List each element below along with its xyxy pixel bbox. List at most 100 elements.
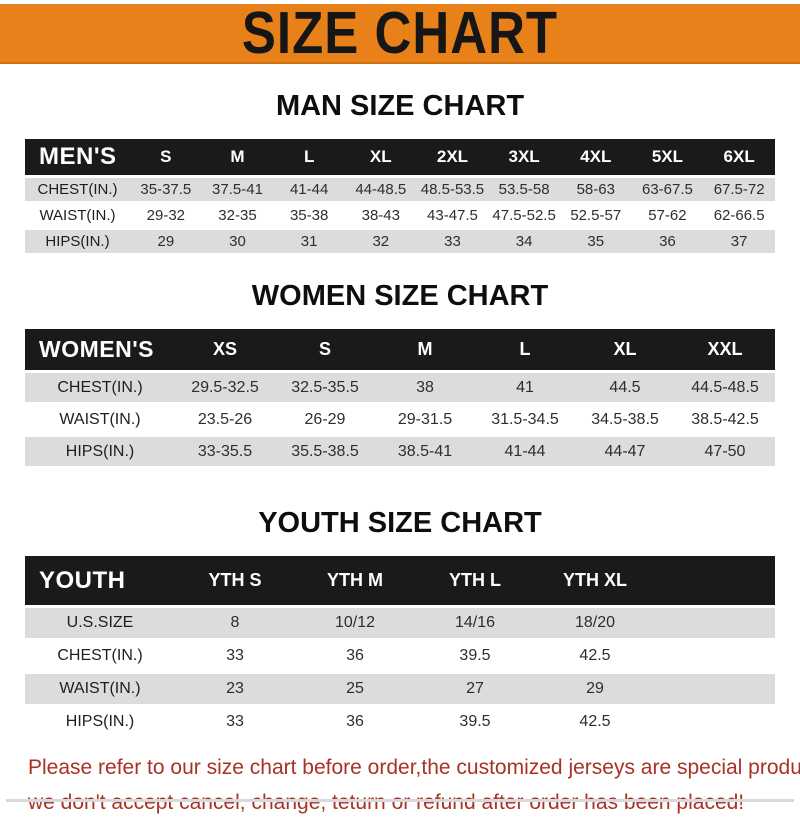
size-value: 27	[415, 674, 535, 704]
size-value: 10/12	[295, 608, 415, 638]
size-value: 36	[295, 641, 415, 671]
table-row: U.S.SIZE 8 10/12 14/16 18/20	[25, 608, 775, 638]
size-value: 42.5	[535, 707, 655, 737]
size-value: 38	[375, 373, 475, 402]
size-value: 35	[559, 230, 632, 253]
footer-notice: Please refer to our size chart before or…	[28, 753, 800, 818]
size-value: 26-29	[275, 405, 375, 434]
table-row: HIPS(IN.) 33 36 39.5 42.5	[25, 707, 775, 737]
size-value: 34	[488, 230, 560, 253]
size-column-header: 5XL	[631, 139, 704, 175]
size-value: 44.5-48.5	[675, 373, 775, 402]
size-value: 31	[273, 230, 345, 253]
men-size-table: MEN'S S M L XL 2XL 3XL 4XL 5XL 6XL CHEST(IN.) 35-37…	[25, 136, 775, 256]
size-chart-banner: SIZE CHART	[0, 0, 800, 66]
size-value: 23	[175, 674, 295, 704]
size-column-header: XXL	[675, 329, 775, 370]
youth-section-heading: YOUTH SIZE CHART	[258, 507, 542, 539]
row-label: HIPS(IN.)	[25, 707, 175, 737]
size-value: 31.5-34.5	[475, 405, 575, 434]
size-value: 29-31.5	[375, 405, 475, 434]
size-value: 32	[344, 230, 417, 253]
size-value: 33	[416, 230, 489, 253]
size-column-header: L	[475, 329, 575, 370]
row-label: HIPS(IN.)	[25, 437, 175, 466]
size-column-header: YTH XL	[535, 556, 655, 605]
size-value: 32-35	[201, 204, 274, 227]
size-value: 38.5-41	[375, 437, 475, 466]
size-value: 33	[175, 707, 295, 737]
size-value: 67.5-72	[703, 178, 775, 201]
size-value: 57-62	[631, 204, 704, 227]
size-column-header: XL	[575, 329, 675, 370]
size-value: 41-44	[273, 178, 345, 201]
size-value: 29.5-32.5	[175, 373, 275, 402]
size-column-header: XL	[344, 139, 417, 175]
size-value: 32.5-35.5	[275, 373, 375, 402]
size-value: 39.5	[415, 707, 535, 737]
row-label: WAIST(IN.)	[25, 405, 175, 434]
size-value: 36	[631, 230, 704, 253]
size-value: 47-50	[675, 437, 775, 466]
filler-cell	[655, 707, 775, 737]
bottom-divider	[6, 799, 794, 802]
size-value: 33	[175, 641, 295, 671]
table-header-row: YOUTH YTH S YTH M YTH L YTH XL	[25, 556, 775, 605]
size-value: 62-66.5	[703, 204, 775, 227]
size-value: 41-44	[475, 437, 575, 466]
size-column-header: S	[275, 329, 375, 370]
size-value: 52.5-57	[559, 204, 632, 227]
size-value: 34.5-38.5	[575, 405, 675, 434]
size-column-header: YTH M	[295, 556, 415, 605]
notice-line-1: Please refer to our size chart before or…	[28, 756, 800, 779]
size-value: 58-63	[559, 178, 632, 201]
size-value: 43-47.5	[416, 204, 489, 227]
table-header-row: WOMEN'S XS S M L XL XXL	[25, 329, 775, 370]
size-column-header: XS	[175, 329, 275, 370]
filler-cell	[655, 556, 775, 605]
table-corner-label: YOUTH	[25, 556, 175, 605]
filler-cell	[655, 608, 775, 638]
notice-line-2: we don't accept cancel, change, teturn o…	[28, 790, 745, 814]
women-section-heading: WOMEN SIZE CHART	[251, 280, 549, 312]
size-value: 29-32	[130, 204, 202, 227]
size-value: 48.5-53.5	[416, 178, 489, 201]
youth-size-table: YOUTH YTH S YTH M YTH L YTH XL U.S.SIZE 8 10/12…	[25, 553, 775, 740]
size-value: 37	[703, 230, 775, 253]
table-row: CHEST(IN.) 29.5-32.5 32.5-35.5 38 41 44.5 44.5…	[25, 373, 775, 402]
size-value: 53.5-58	[488, 178, 560, 201]
size-column-header: YTH L	[415, 556, 535, 605]
table-corner-label: MEN'S	[25, 139, 130, 175]
size-value: 25	[295, 674, 415, 704]
size-column-header: S	[130, 139, 202, 175]
table-corner-label: WOMEN'S	[25, 329, 175, 370]
size-value: 42.5	[535, 641, 655, 671]
size-value: 33-35.5	[175, 437, 275, 466]
row-label: CHEST(IN.)	[25, 178, 130, 201]
filler-cell	[655, 641, 775, 671]
size-value: 44.5	[575, 373, 675, 402]
size-column-header: 6XL	[703, 139, 775, 175]
size-value: 30	[201, 230, 274, 253]
size-value: 8	[175, 608, 295, 638]
size-column-header: YTH S	[175, 556, 295, 605]
row-label: U.S.SIZE	[25, 608, 175, 638]
women-size-table: WOMEN'S XS S M L XL XXL CHEST(IN.) 29.5-32.5 32.5…	[25, 326, 775, 469]
table-row: CHEST(IN.) 35-37.5 37.5-41 41-44 44-48.5 48.5…	[25, 178, 775, 201]
table-row: HIPS(IN.) 33-35.5 35.5-38.5 38.5-41 41-44 44-…	[25, 437, 775, 466]
row-label: CHEST(IN.)	[25, 373, 175, 402]
size-column-header: 3XL	[488, 139, 560, 175]
size-value: 44-47	[575, 437, 675, 466]
table-row: WAIST(IN.) 23 25 27 29	[25, 674, 775, 704]
size-column-header: 4XL	[559, 139, 632, 175]
size-value: 36	[295, 707, 415, 737]
size-value: 35-38	[273, 204, 345, 227]
table-row: WAIST(IN.) 23.5-26 26-29 29-31.5 31.5-34.5 34…	[25, 405, 775, 434]
table-header-row: MEN'S S M L XL 2XL 3XL 4XL 5XL 6XL	[25, 139, 775, 175]
size-value: 29	[130, 230, 202, 253]
size-column-header: 2XL	[416, 139, 489, 175]
size-value: 35.5-38.5	[275, 437, 375, 466]
size-value: 14/16	[415, 608, 535, 638]
size-value: 44-48.5	[344, 178, 417, 201]
row-label: CHEST(IN.)	[25, 641, 175, 671]
